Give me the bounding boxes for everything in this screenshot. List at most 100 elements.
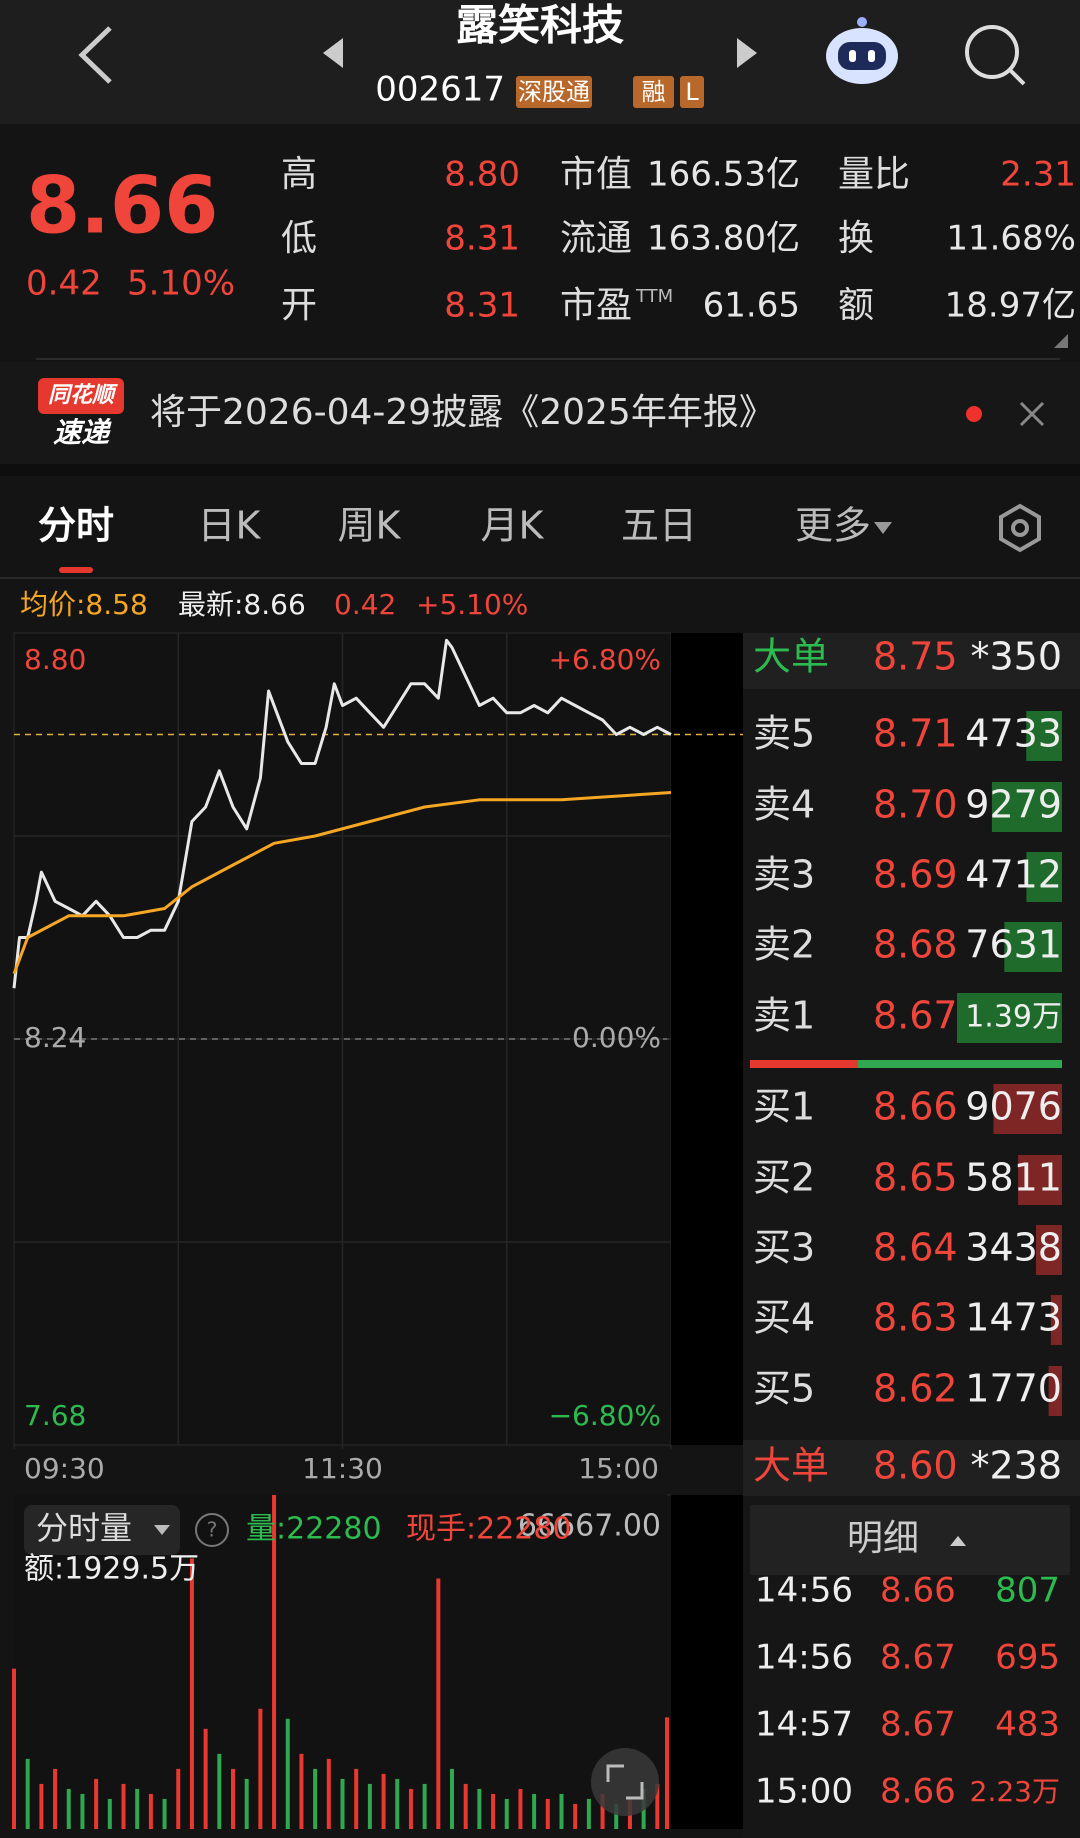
prev-stock[interactable]	[323, 38, 343, 68]
badge-top-bg	[38, 378, 124, 414]
y-tick-label: 66667.00	[518, 1509, 661, 1544]
book-price: 8.66	[873, 1085, 958, 1129]
volume-bar	[518, 1788, 523, 1829]
trade-time: 14:57	[755, 1705, 853, 1745]
help-icon[interactable]	[195, 1513, 229, 1547]
tag-bg	[516, 76, 592, 108]
close-button[interactable]	[1019, 401, 1045, 427]
trade-time: 15:00	[755, 1772, 853, 1812]
tab[interactable]: 月K	[481, 504, 545, 548]
last-price: 8.66	[26, 161, 218, 251]
settings-button[interactable]	[999, 503, 1041, 553]
order-book: 大单 8.75 *350 卖5 8.71 4733 卖4 8.70 9279 卖3 8.69 4712…	[753, 635, 1062, 1812]
tab[interactable]: 五日	[621, 504, 697, 548]
volume-bar	[162, 1798, 167, 1829]
volume-bar	[491, 1793, 496, 1829]
stat-value: 166.53亿	[647, 155, 800, 195]
book-volume-bar	[991, 782, 1062, 832]
trade-price: 8.66	[880, 1772, 956, 1812]
book-volume-bar	[1026, 852, 1062, 902]
volume-bar	[367, 1783, 372, 1829]
robot-icon[interactable]	[826, 17, 898, 84]
book-label: 卖5	[753, 712, 815, 756]
book-label: 买1	[753, 1085, 815, 1129]
auction-strip	[671, 633, 743, 1445]
trade-time: 14:56	[755, 1638, 853, 1678]
volume-last: 现手:22280	[406, 1512, 572, 1547]
y-tick-label: 8.24	[24, 1021, 86, 1054]
trade-price: 8.67	[880, 1638, 956, 1678]
book-volume: 9279	[965, 783, 1062, 827]
volume-bar	[463, 1783, 468, 1829]
x-tick-label: 11:30	[302, 1452, 383, 1485]
tab[interactable]: 周K	[338, 504, 402, 548]
book-price: 8.67	[873, 994, 958, 1038]
book-volume: *238	[970, 1444, 1062, 1488]
book-label: 卖1	[753, 994, 815, 1038]
tab[interactable]: 日K	[198, 504, 262, 548]
book-volume: 1.39万	[965, 1000, 1062, 1035]
stat-label-sup: TTM	[635, 286, 673, 307]
volume-title: 分时量	[36, 1509, 132, 1547]
book-volume-bar	[1050, 1295, 1062, 1345]
expand-corner[interactable]	[1054, 334, 1068, 348]
robot-eye	[868, 50, 875, 62]
book-volume-bar	[1026, 711, 1062, 761]
back-button[interactable]	[78, 26, 112, 84]
tag-bg	[680, 76, 704, 108]
volume-bar	[545, 1798, 550, 1829]
order-book-bg	[743, 633, 1080, 1838]
search-button[interactable]	[965, 25, 1026, 86]
latest-price: 最新:8.66	[178, 588, 306, 621]
tab[interactable]: 更多	[795, 504, 871, 548]
big-order-bg	[743, 1440, 1080, 1496]
book-volume-bar	[993, 1084, 1062, 1134]
book-label: 卖4	[753, 783, 815, 827]
trade-volume: 2.23万	[970, 1775, 1060, 1808]
tab[interactable]: 分时	[38, 504, 114, 548]
book-price: 8.71	[873, 712, 958, 756]
volume-bar	[176, 1768, 181, 1829]
volume-bar	[258, 1708, 263, 1829]
next-stock[interactable]	[737, 38, 757, 68]
x-tick-label: 15:00	[578, 1452, 659, 1485]
search-handle	[1008, 68, 1026, 86]
book-price: 8.75	[873, 635, 958, 679]
volume-bar	[217, 1753, 222, 1829]
book-label: 买5	[753, 1367, 815, 1411]
volume-bar	[53, 1768, 58, 1829]
volume-bar	[272, 1495, 277, 1829]
badge-top: 同花顺	[48, 383, 118, 408]
book-price: 8.63	[873, 1296, 958, 1340]
detail-header-bg[interactable]	[750, 1505, 1070, 1575]
y2-tick-label: −6.80%	[549, 1399, 661, 1432]
stat-value: 8.80	[444, 155, 520, 195]
volume-selector[interactable]	[24, 1505, 180, 1555]
notice-bg[interactable]	[0, 362, 1080, 464]
volume-bar	[450, 1768, 454, 1829]
book-volume: 1770	[965, 1367, 1062, 1411]
stat-label: 高	[281, 154, 317, 195]
book-label: 买3	[753, 1226, 815, 1270]
volume-bar	[665, 1717, 669, 1829]
book-volume: 7631	[965, 923, 1062, 967]
volume-bar	[39, 1783, 44, 1829]
more-arrow	[874, 522, 892, 534]
robot-eye	[849, 50, 856, 62]
book-volume-bar	[1036, 1225, 1062, 1275]
book-label: 买4	[753, 1296, 815, 1340]
volume-bar	[25, 1758, 30, 1829]
stat-value: 8.31	[444, 219, 520, 259]
volume-bar	[477, 1788, 482, 1829]
fullscreen-button[interactable]	[591, 1748, 659, 1816]
book-label: 卖3	[753, 853, 815, 897]
book-price: 8.70	[873, 783, 958, 827]
book-volume-bar	[1004, 922, 1062, 972]
volume-bar	[532, 1793, 537, 1829]
stat-label: 额	[838, 285, 874, 326]
book-volume-bar	[957, 993, 1062, 1043]
